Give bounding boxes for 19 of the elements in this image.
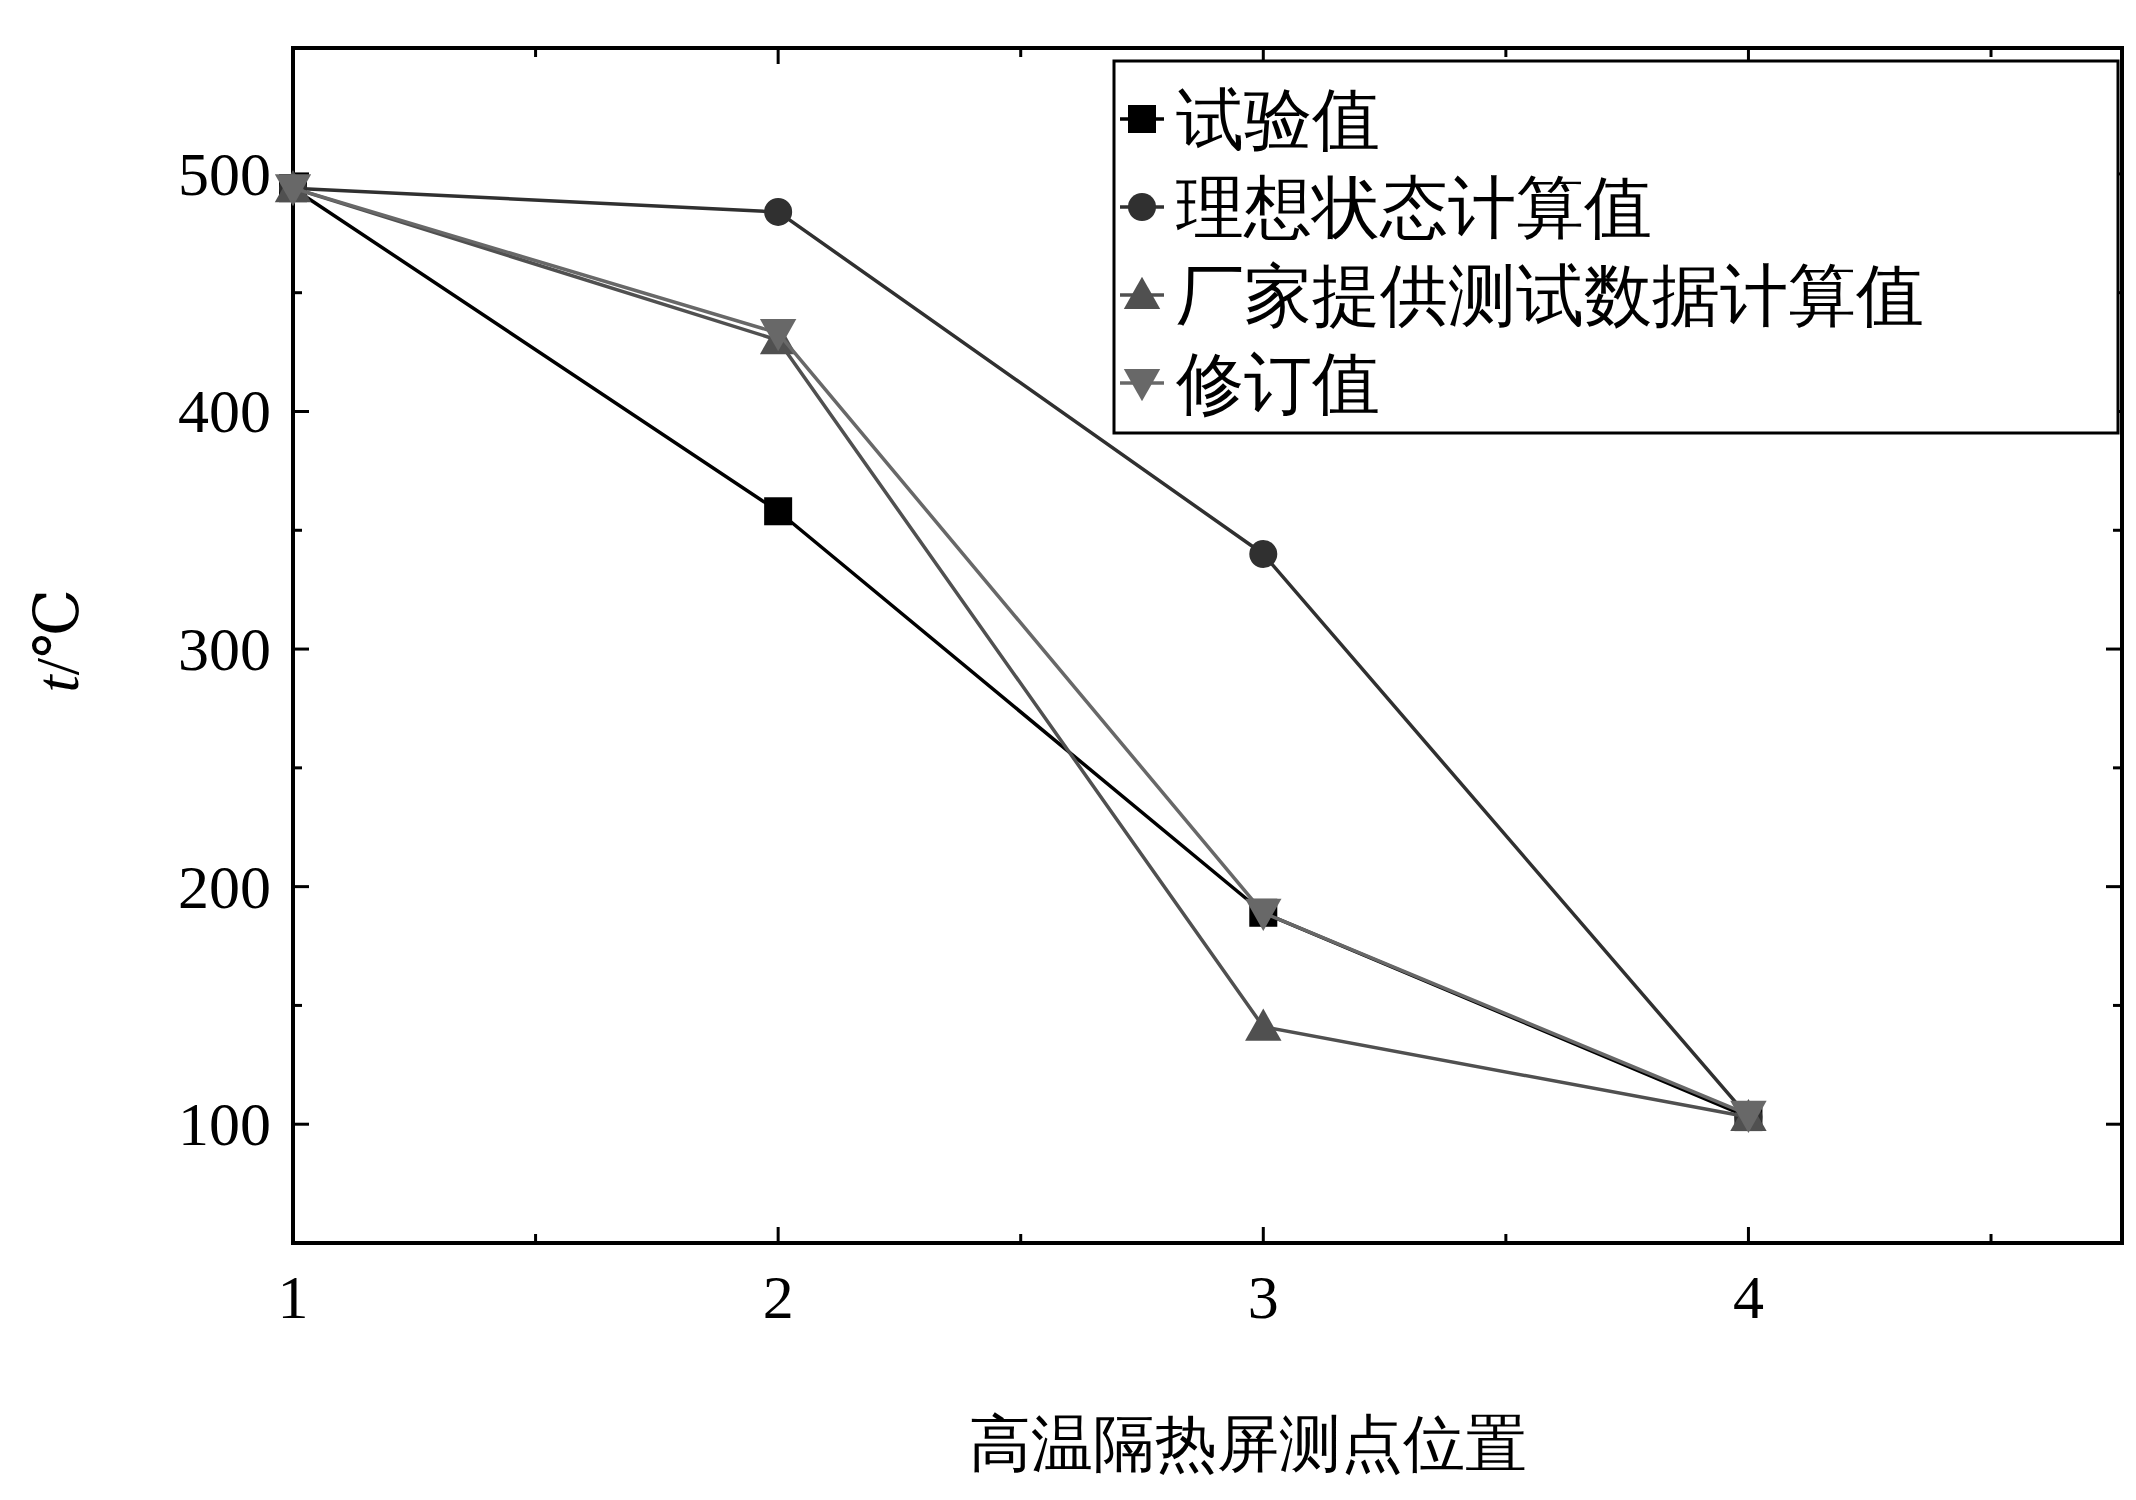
y-tick-label: 400 [178, 377, 271, 446]
y-tick-label: 500 [178, 139, 271, 208]
x-tick-label: 1 [277, 1263, 309, 1331]
x-tick-label: 4 [1732, 1263, 1764, 1331]
y-tick-label: 300 [178, 615, 271, 684]
x-axis-title: 高温隔热屏测点位置 [968, 1410, 1527, 1478]
legend-label: 修订值 [1176, 346, 1380, 422]
y-tick-label: 100 [178, 1090, 271, 1159]
legend-label: 理想状态计算值 [1176, 170, 1652, 246]
point [764, 197, 793, 226]
x-tick-label: 3 [1247, 1263, 1279, 1331]
x-tick-label: 2 [762, 1263, 794, 1331]
legend-label: 厂家提供测试数据计算值 [1176, 258, 1924, 334]
y-tick-label: 200 [178, 852, 271, 921]
point [1245, 1008, 1282, 1041]
legend-label: 试验值 [1176, 82, 1380, 158]
point [764, 497, 793, 526]
y-axis-title: t/℃ [23, 588, 91, 693]
point [1249, 540, 1278, 569]
